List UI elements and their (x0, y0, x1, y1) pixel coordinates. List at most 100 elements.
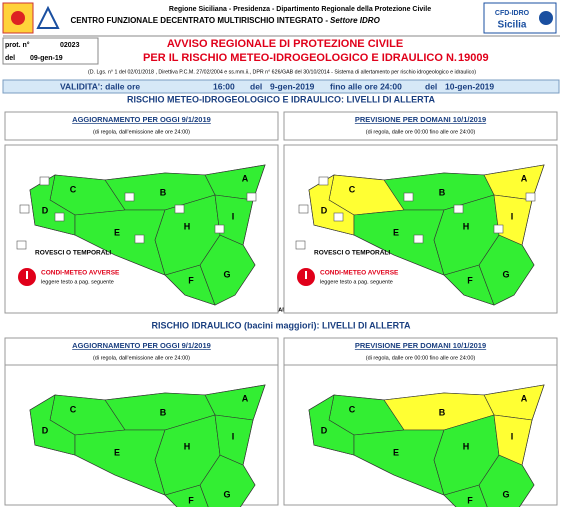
validity-from-time: 16:00 (213, 81, 235, 91)
rain-icon (16, 240, 27, 250)
panel-note: (di regola, dall'emissione alle ore 24:0… (93, 129, 190, 135)
validity-label: VALIDITA': dalle ore (60, 81, 140, 91)
zone-label: C (349, 404, 356, 414)
civil-protection-logo (36, 5, 60, 29)
zone-label: B (160, 187, 167, 197)
zone-label: F (467, 275, 473, 285)
zone-label: D (42, 205, 49, 215)
zone-label: C (70, 404, 77, 414)
zone-label: G (223, 489, 230, 499)
zone-label: B (439, 187, 446, 197)
warning-icon-mark (305, 271, 307, 279)
zone-label: H (463, 221, 470, 231)
zone-label: F (188, 275, 194, 285)
zone-label: H (463, 441, 470, 451)
legal-note: (D. Lgs. n° 1 del 02/01/2018 , Direttiva… (88, 69, 476, 75)
protocol-label: prot. n° (5, 41, 30, 49)
rain-icon (174, 204, 185, 214)
rain-icon (403, 192, 414, 202)
zone (493, 414, 533, 466)
rain-icon (39, 176, 50, 186)
panel-heading: AGGIORNAMENTO PER OGGI 9/1/2019 (72, 341, 211, 350)
rain-icon (333, 212, 344, 222)
zone-label: A (242, 173, 249, 183)
panel-note: (di regola, dalle ore 00:00 fino alle or… (366, 129, 476, 135)
warning-label: CONDI-METEO AVVERSE (41, 270, 120, 277)
panel-note: (di regola, dall'emissione alle ore 24:0… (93, 355, 190, 361)
validity-from-date: 9-gen-2019 (270, 81, 315, 91)
zone-label: G (223, 269, 230, 279)
protocol-date: 09-gen-19 (30, 55, 63, 62)
validity-to-label: fino alle ore 24:00 (330, 81, 402, 91)
zone-label: D (321, 205, 328, 215)
rain-icon (134, 234, 145, 244)
zone (214, 414, 254, 466)
rain-icon (246, 192, 257, 202)
warning-icon-mark (26, 271, 28, 279)
zone-label: I (511, 211, 514, 221)
rain-icon (214, 224, 225, 234)
validity-del1: del (250, 81, 262, 91)
rain-icon (298, 204, 309, 214)
zone-label: G (502, 489, 509, 499)
panel-header (283, 111, 558, 141)
date-label: del (5, 55, 15, 62)
zone-label: B (160, 407, 167, 417)
zone-label: H (184, 441, 191, 451)
title-line: PER IL RISCHIO METEO-IDROGEOLOGICO E IDR… (143, 52, 457, 64)
zone-label: I (232, 211, 235, 221)
protocol-number: 02023 (60, 42, 80, 49)
zone-label: A (521, 393, 528, 403)
rain-icon (295, 240, 306, 250)
zone (214, 194, 254, 246)
section-title: RISCHIO METEO-IDROGEOLOGICO E IDRAULICO:… (127, 94, 435, 104)
centre-name: CENTRO FUNZIONALE DECENTRATO MULTIRISCHI… (71, 16, 329, 25)
zone-label: I (511, 431, 514, 441)
zone-label: E (393, 227, 399, 237)
rain-icon (413, 234, 424, 244)
panel-header (4, 111, 279, 141)
zone (493, 194, 533, 246)
zone-label: F (188, 495, 194, 505)
validity-to-date: 10-gen-2019 (445, 81, 494, 91)
section-title: RISCHIO IDRAULICO (bacini maggiori): LIV… (152, 320, 411, 330)
logo-line: Sicilia (498, 20, 527, 31)
rain-icon (19, 204, 30, 214)
zone-label: D (42, 425, 49, 435)
rain-icon (493, 224, 504, 234)
zone-label: B (439, 407, 446, 417)
zone-label: C (349, 184, 356, 194)
validity-bar (2, 79, 560, 94)
rain-icon (525, 192, 536, 202)
zone-label: A (242, 393, 249, 403)
rain-label: ROVESCI O TEMPORALI (314, 250, 390, 257)
zone-label: C (70, 184, 77, 194)
title-number: 19009 (458, 52, 489, 64)
panel-heading: AGGIORNAMENTO PER OGGI 9/1/2019 (72, 115, 211, 124)
zone-label: D (321, 425, 328, 435)
zone-label: E (393, 447, 399, 457)
validity-del2: del (425, 81, 437, 91)
rain-icon (318, 176, 329, 186)
panel-header (283, 337, 558, 367)
sector-name: Settore IDRO (330, 16, 381, 25)
zone-label: E (114, 447, 120, 457)
panel-heading: PREVISIONE PER DOMANI 10/1/2019 (355, 341, 486, 350)
zone-label: F (467, 495, 473, 505)
logo-line: CFD-IDRO (495, 10, 530, 17)
region-line: Regione Siciliana - Presidenza - Diparti… (169, 6, 431, 13)
warning-note: leggere testo a pag. seguente (41, 279, 114, 285)
protocol-box (2, 37, 99, 65)
zone-label: H (184, 221, 191, 231)
warning-note: leggere testo a pag. seguente (320, 279, 393, 285)
zone-label: A (521, 173, 528, 183)
zone-label: G (502, 269, 509, 279)
panel-heading: PREVISIONE PER DOMANI 10/1/2019 (355, 115, 486, 124)
rain-icon (124, 192, 135, 202)
panel-header (4, 337, 279, 367)
warning-label: CONDI-METEO AVVERSE (320, 270, 399, 277)
zone-label: I (232, 431, 235, 441)
panel-note: (di regola, dalle ore 00:00 fino alle or… (366, 355, 476, 361)
